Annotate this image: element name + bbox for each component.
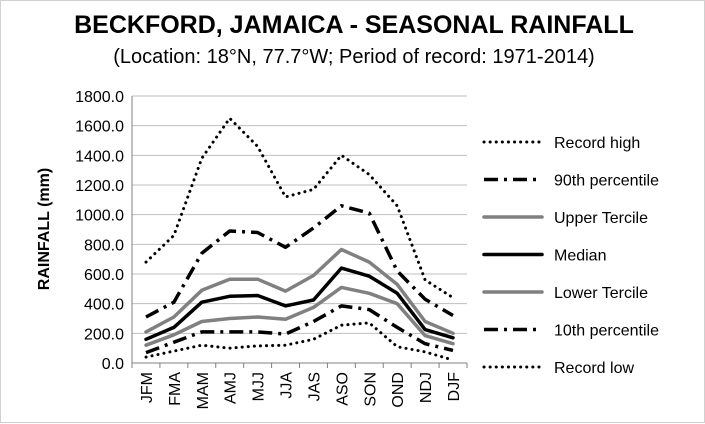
x-tick-label: JAS — [306, 372, 323, 401]
y-tick-label: 1200.0 — [75, 178, 124, 195]
series-line-90th-percentile — [145, 204, 454, 319]
legend-label-median: Median — [554, 248, 606, 265]
y-tick-label: 1800.0 — [75, 89, 124, 106]
x-tick-label: ASO — [334, 372, 351, 406]
y-axis-label: RAINFALL (mm) — [36, 168, 53, 290]
plot-area: 0.0 200.0 400.0 600.0 800.0 1000.0 1200.0 1400.… — [75, 89, 468, 409]
legend: Record high 90th percentile Upper Tercile M… — [482, 135, 659, 377]
x-tick-label: AMJ — [223, 372, 240, 404]
x-tick-label: MAM — [195, 372, 212, 409]
x-tick-label: OND — [390, 372, 407, 408]
series-line-record-high — [144, 116, 455, 300]
y-tick-label: 800.0 — [84, 237, 124, 254]
y-tick-label: 200.0 — [84, 326, 124, 343]
legend-label-10th-percentile: 10th percentile — [554, 323, 659, 340]
x-tick-label: JJA — [279, 372, 296, 399]
y-tick-label: 400.0 — [84, 297, 124, 314]
legend-label-upper-tercile: Upper Tercile — [554, 210, 648, 227]
series-line-median — [144, 266, 455, 342]
y-tick-label: 0.0 — [102, 356, 124, 373]
series-line-10th-percentile — [145, 304, 454, 355]
x-tick-label: FMA — [167, 372, 184, 406]
y-tick-label: 1400.0 — [75, 148, 124, 165]
x-tick-label: SON — [362, 372, 379, 407]
chart-subtitle: (Location: 18°N, 77.7°W; Period of recor… — [113, 46, 594, 68]
x-tick-label: JFM — [139, 372, 156, 403]
legend-label-lower-tercile: Lower Tercile — [554, 285, 648, 302]
x-tick-label: MJJ — [251, 372, 268, 401]
y-tick-label: 1000.0 — [75, 208, 124, 225]
legend-label-record-high: Record high — [554, 135, 640, 152]
y-tick-label: 600.0 — [84, 267, 124, 284]
chart-title: BECKFORD, JAMAICA - SEASONAL RAINFALL — [74, 11, 634, 39]
y-tick-label: 1600.0 — [75, 119, 124, 136]
x-tick-label: DJF — [446, 372, 463, 402]
legend-label-record-low: Record low — [554, 360, 634, 377]
x-tick-label: NDJ — [418, 372, 435, 403]
legend-label-90th-percentile: 90th percentile — [554, 173, 659, 190]
series-line-upper-tercile — [144, 247, 455, 336]
series-line-lower-tercile — [144, 285, 455, 347]
